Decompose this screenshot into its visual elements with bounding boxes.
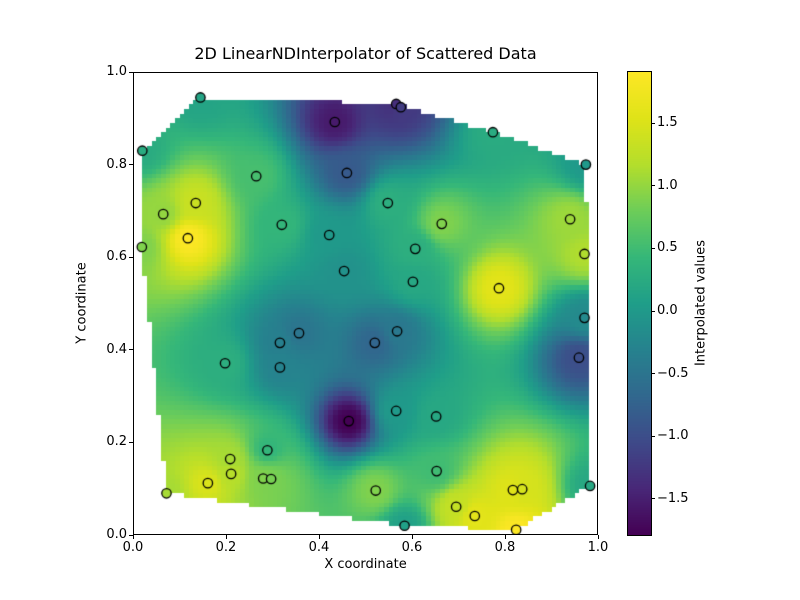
colorbar-tick-mark [651,185,655,187]
y-tick-mark [129,164,133,166]
y-tick-label: 0.2 [106,434,127,450]
colorbar-tick-label: −0.5 [657,365,689,381]
y-axis-label: Y coordinate [74,262,90,344]
y-tick-mark [129,349,133,351]
colorbar-tick-label: 0.0 [657,303,678,318]
colorbar-tick-label: 1.0 [657,177,678,193]
y-tick-mark [129,441,133,443]
x-tick-label: 0.6 [401,540,423,555]
y-tick-label: 0.6 [106,249,127,265]
colorbar-tick-label: 1.5 [657,115,678,131]
x-tick-label: 0.2 [215,540,237,555]
colorbar-tick-label: 0.5 [657,240,678,256]
x-tick-label: 0.0 [122,540,144,555]
colorbar-label: Interpolated values [693,239,709,367]
colorbar-tick-mark [651,122,655,124]
colorbar-tick-mark [651,247,655,249]
colorbar-tick-mark [651,435,655,437]
x-tick-label: 0.4 [308,540,330,555]
x-tick-mark [597,535,599,539]
colorbar-tick-mark [651,498,655,500]
x-tick-label: 0.8 [494,540,516,555]
colorbar-tick-mark [651,373,655,375]
x-tick-mark [504,535,506,539]
x-tick-mark [132,535,134,539]
heatmap-canvas [133,72,598,535]
y-tick-mark [129,71,133,73]
colorbar-tick-mark [651,310,655,312]
y-tick-mark [129,534,133,536]
colorbar-tick-label: −1.5 [657,490,689,506]
plot-area [133,72,598,535]
colorbar-tick-label: −1.0 [657,428,689,444]
x-tick-label: 1.0 [587,540,609,555]
x-axis-label: X coordinate [324,557,407,572]
y-tick-mark [129,256,133,258]
y-tick-label: 0.0 [106,527,127,542]
x-tick-mark [225,535,227,539]
y-tick-label: 0.8 [106,156,127,172]
x-tick-mark [318,535,320,539]
chart-title: 2D LinearNDInterpolator of Scattered Dat… [194,44,537,63]
y-tick-label: 0.4 [106,341,127,357]
y-tick-label: 1.0 [106,64,127,79]
x-tick-mark [411,535,413,539]
colorbar-gradient [627,71,652,536]
